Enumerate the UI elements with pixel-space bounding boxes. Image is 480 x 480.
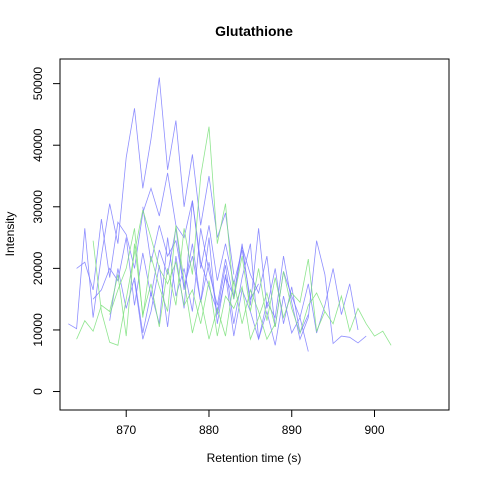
- y-axis-label: Intensity: [3, 212, 17, 257]
- y-tick-label: 30000: [31, 190, 45, 224]
- x-tick-label: 900: [364, 423, 384, 437]
- y-tick-label: 20000: [31, 251, 45, 285]
- y-tick-label: 0: [31, 388, 45, 395]
- x-tick-label: 880: [199, 423, 219, 437]
- y-tick-label: 10000: [31, 313, 45, 347]
- x-tick-label: 870: [116, 423, 136, 437]
- chart-title: Glutathione: [215, 23, 293, 39]
- y-tick-label: 50000: [31, 67, 45, 101]
- x-axis-label: Retention time (s): [207, 451, 302, 465]
- y-tick-label: 40000: [31, 128, 45, 162]
- x-tick-label: 890: [282, 423, 302, 437]
